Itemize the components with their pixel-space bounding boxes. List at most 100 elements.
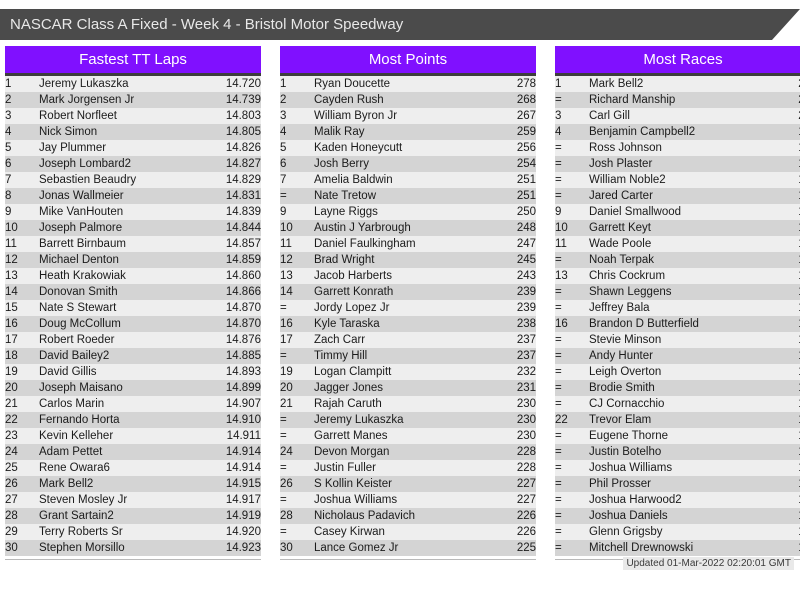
driver-name-cell: Brandon D Butterfield (589, 318, 699, 330)
driver-name-cell: Kevin Kelleher (39, 430, 114, 442)
driver-name-cell: Jay Plummer (39, 142, 107, 154)
rank-cell: = (555, 382, 562, 394)
driver-name-cell: Glenn Grigsby (589, 526, 663, 538)
table-row: 21 Carlos Marin 14.907 (5, 396, 261, 412)
driver-name-cell: Fernando Horta (39, 414, 120, 426)
table-row: 28 Grant Sartain2 14.919 (5, 508, 261, 524)
value-cell: 14.844 (225, 222, 261, 234)
value-cell: 256 (516, 142, 536, 154)
table-row: 23 Kevin Kelleher 14.911 (5, 428, 261, 444)
driver-name-cell: Steven Mosley Jr (39, 494, 128, 506)
driver-name-cell: Heath Krakowiak (39, 270, 126, 282)
value-cell: 14.857 (225, 238, 261, 250)
table-row: 16 Kyle Taraska 238 (280, 316, 536, 332)
value-cell: 14.860 (225, 270, 261, 282)
rank-cell: 13 (5, 270, 18, 282)
rank-cell: = (555, 510, 562, 522)
rank-cell: = (555, 190, 562, 202)
value-cell: 14.923 (225, 542, 261, 554)
rank-cell: = (555, 350, 562, 362)
table-row: = Jeffrey Bala 15 (555, 300, 800, 316)
driver-name-cell: Eugene Thorne (589, 430, 669, 442)
value-cell: 14.720 (225, 78, 261, 90)
table-row: = Richard Manship 21 (555, 92, 800, 108)
table-row: = Glenn Grigsby 13 (555, 524, 800, 540)
value-cell: 13 (759, 476, 800, 492)
table-row: 20 Joseph Maisano 14.899 (5, 380, 261, 396)
driver-name-cell: Joshua Williams (589, 462, 673, 474)
table-row: = Mitchell Drewnowski 13 (555, 540, 800, 556)
table-row: 4 Nick Simon 14.805 (5, 124, 261, 140)
rank-cell: 1 (280, 78, 287, 90)
table-row: 20 Jagger Jones 231 (280, 380, 536, 396)
rank-cell: 12 (5, 254, 18, 266)
rank-cell: = (555, 286, 562, 298)
value-cell: 13 (759, 492, 800, 508)
value-cell: 14.866 (225, 286, 261, 298)
value-cell: 14.885 (225, 350, 261, 362)
rank-cell: = (555, 174, 562, 186)
rank-cell: 20 (5, 382, 18, 394)
updated-timestamp: Updated 01-Mar-2022 02:20:01 GMT (623, 557, 794, 570)
value-cell: 14.917 (225, 494, 261, 506)
table-row: 14 Garrett Konrath 239 (280, 284, 536, 300)
value-cell: 14.907 (225, 398, 261, 410)
leaderboard-table: 1 Ryan Doucette 278 2 Cayden Rush 268 3 William… (280, 76, 536, 556)
rank-cell: 30 (5, 542, 18, 554)
value-cell: 14.910 (225, 414, 261, 426)
table-row: 6 Joseph Lombard2 14.827 (5, 156, 261, 172)
driver-name-cell: Richard Manship (589, 94, 676, 106)
value-cell: 21 (759, 92, 800, 108)
rank-cell: 8 (5, 190, 12, 202)
rank-cell: 24 (280, 446, 293, 458)
driver-name-cell: Josh Plaster (589, 158, 653, 170)
rank-cell: 30 (280, 542, 293, 554)
rank-cell: = (555, 398, 562, 410)
table-row: = Eugene Thorne 13 (555, 428, 800, 444)
table-row: = Phil Prosser 13 (555, 476, 800, 492)
table-row: 12 Brad Wright 245 (280, 252, 536, 268)
table-row: = Jared Carter 19 (555, 188, 800, 204)
driver-name-cell: Robert Roeder (39, 334, 115, 346)
rank-cell: = (280, 350, 287, 362)
rank-cell: 20 (280, 382, 293, 394)
table-row: = Joshua Williams 13 (555, 460, 800, 476)
value-cell: 14.919 (225, 510, 261, 522)
value-cell: 14 (759, 332, 800, 348)
rank-cell: = (555, 494, 562, 506)
value-cell: 250 (516, 206, 536, 218)
rank-cell: 18 (5, 350, 18, 362)
value-cell: 14.839 (225, 206, 261, 218)
column-bottom-rule (280, 556, 536, 560)
rank-cell: 3 (5, 110, 12, 122)
driver-name-cell: Joseph Maisano (39, 382, 123, 394)
driver-name-cell: Joshua Williams (314, 494, 398, 506)
table-row: = Nate Tretow 251 (280, 188, 536, 204)
rank-cell: 13 (280, 270, 293, 282)
driver-name-cell: Garrett Konrath (314, 286, 394, 298)
value-cell: 14.805 (225, 126, 261, 138)
driver-name-cell: Terry Roberts Sr (39, 526, 123, 538)
driver-name-cell: Carlos Marin (39, 398, 105, 410)
table-row: 5 Kaden Honeycutt 256 (280, 140, 536, 156)
rank-cell: 4 (280, 126, 287, 138)
driver-name-cell: William Byron Jr (314, 110, 398, 122)
value-cell: 14.911 (226, 430, 261, 442)
table-row: 22 Fernando Horta 14.910 (5, 412, 261, 428)
rank-cell: 3 (280, 110, 287, 122)
value-cell: 239 (516, 302, 536, 314)
driver-name-cell: Michael Denton (39, 254, 119, 266)
value-cell: 230 (516, 430, 536, 442)
driver-name-cell: Malik Ray (314, 126, 365, 138)
driver-name-cell: CJ Cornacchio (589, 398, 665, 410)
table-row: 2 Mark Jorgensen Jr 14.739 (5, 92, 261, 108)
value-cell: 19 (759, 140, 800, 156)
value-cell: 230 (516, 398, 536, 410)
value-cell: 243 (516, 270, 536, 282)
driver-name-cell: Austin J Yarbrough (314, 222, 411, 234)
table-row: = Justin Fuller 228 (280, 460, 536, 476)
rank-cell: 1 (5, 78, 12, 90)
driver-name-cell: Leigh Overton (589, 366, 662, 378)
table-row: 18 David Bailey2 14.885 (5, 348, 261, 364)
driver-name-cell: Jordy Lopez Jr (314, 302, 390, 314)
